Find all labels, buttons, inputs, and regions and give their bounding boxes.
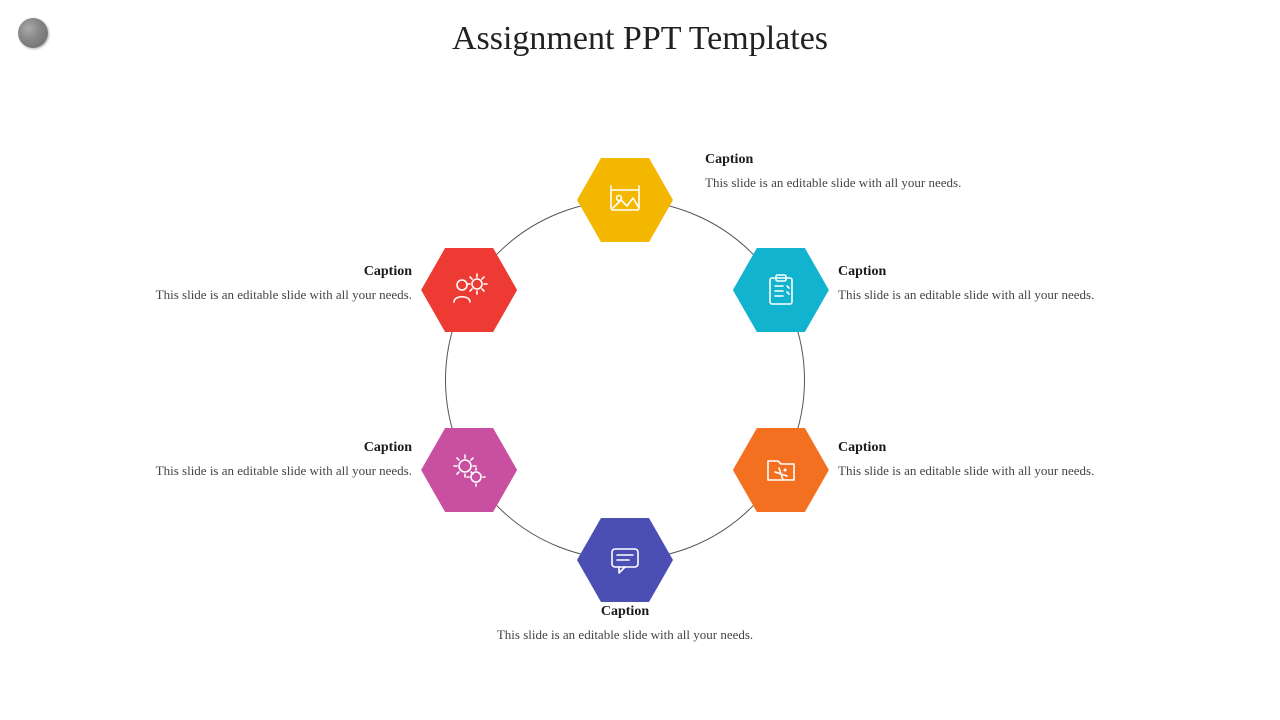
caption-title: Caption (705, 152, 965, 168)
caption-bottom: Caption This slide is an editable slide w… (495, 604, 755, 644)
picture-icon (605, 180, 645, 220)
chat-icon (605, 540, 645, 580)
slide-root: Assignment PPT Templates Caption This sli… (0, 0, 1280, 720)
caption-body: This slide is an editable slide with all… (495, 626, 755, 644)
caption-bottom-right: Caption This slide is an editable slide w… (838, 440, 1098, 480)
caption-top-left: Caption This slide is an editable slide w… (152, 264, 412, 304)
caption-title: Caption (838, 440, 1098, 456)
caption-body: This slide is an editable slide with all… (705, 174, 965, 192)
caption-title: Caption (152, 440, 412, 456)
caption-body: This slide is an editable slide with all… (838, 462, 1098, 480)
folder-icon (761, 450, 801, 490)
caption-body: This slide is an editable slide with all… (152, 286, 412, 304)
slide-title: Assignment PPT Templates (0, 20, 1280, 58)
gears-icon (449, 450, 489, 490)
caption-body: This slide is an editable slide with all… (152, 462, 412, 480)
caption-body: This slide is an editable slide with all… (838, 286, 1098, 304)
caption-title: Caption (838, 264, 1098, 280)
caption-bottom-left: Caption This slide is an editable slide w… (152, 440, 412, 480)
clipboard-icon (761, 270, 801, 310)
caption-title: Caption (495, 604, 755, 620)
ring-container (445, 200, 805, 560)
caption-top: Caption This slide is an editable slide w… (705, 152, 965, 192)
usergear-icon (449, 270, 489, 310)
caption-title: Caption (152, 264, 412, 280)
ring-circle (445, 200, 805, 560)
caption-top-right: Caption This slide is an editable slide w… (838, 264, 1098, 304)
